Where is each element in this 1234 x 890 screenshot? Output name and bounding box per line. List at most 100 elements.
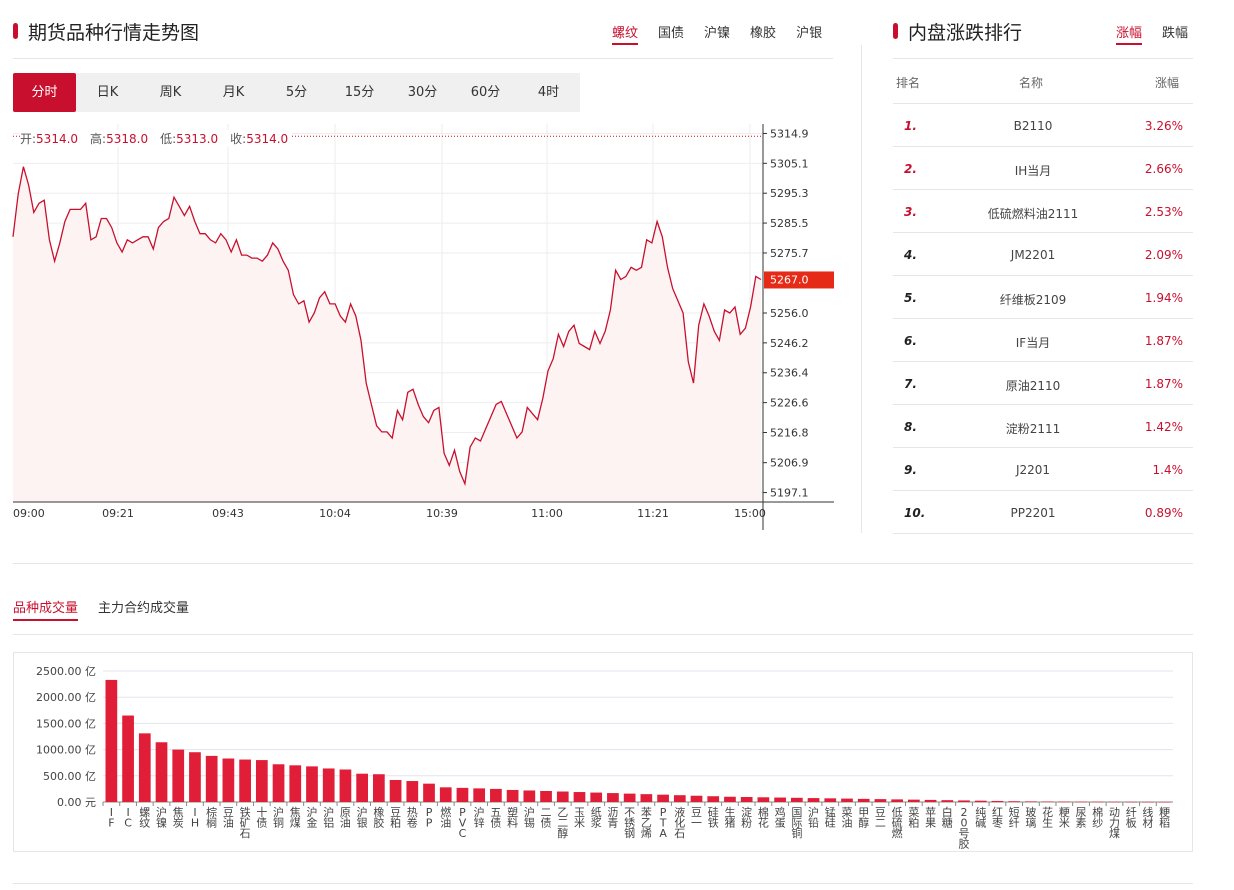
volume-bar xyxy=(941,800,954,802)
contract-name: IH当月 xyxy=(1014,164,1052,178)
volume-bar xyxy=(205,755,218,802)
volume-tab-0[interactable]: 品种成交量 xyxy=(13,597,79,621)
ranking-row[interactable]: 5. 纤维板2109 1.94% xyxy=(893,276,1193,319)
period-tab-7[interactable]: 60分 xyxy=(470,85,501,100)
volume-bar xyxy=(590,792,603,802)
category-label: 沪铝 xyxy=(323,805,334,830)
ranking-row[interactable]: 1. B2110 3.26% xyxy=(893,104,1193,147)
change-percent: 1.42% xyxy=(1144,420,1183,434)
ranking-row[interactable]: 3. 低硫燃料油2111 2.53% xyxy=(893,190,1193,233)
contract-name: 淀粉2111 xyxy=(1005,422,1061,436)
volume-bar xyxy=(540,790,552,802)
category-label: 硅铁 xyxy=(708,806,719,830)
volume-bar xyxy=(740,797,753,802)
volume-bar xyxy=(690,795,703,802)
period-tab-0[interactable]: 分时 xyxy=(13,73,76,112)
category-label: 白糖 xyxy=(942,805,953,830)
rank-number: 4. xyxy=(904,248,917,262)
volume-bar xyxy=(908,799,920,802)
change-percent: 1.94% xyxy=(1144,291,1183,305)
section-marker xyxy=(13,23,18,39)
period-tab-4[interactable]: 5分 xyxy=(285,85,308,100)
volume-bar xyxy=(824,798,837,802)
ohlc-readout: 开:5314.0 高:5318.0 低:5313.0 收:5314.0 xyxy=(20,130,293,147)
category-label: 苹果 xyxy=(925,805,936,830)
contract-name: 纤维板2109 xyxy=(999,293,1067,307)
trend-tab-3[interactable]: 橡胶 xyxy=(750,26,777,41)
ranking-row[interactable]: 8. 淀粉2111 1.42% xyxy=(893,405,1193,448)
ranking-row[interactable]: 6. IF当月 1.87% xyxy=(893,319,1193,362)
trend-tab-0[interactable]: 螺纹 xyxy=(612,22,639,45)
high-readout: 高:5318.0 xyxy=(90,132,149,146)
category-label: 纯碱 xyxy=(975,806,986,830)
ranking-row[interactable]: 10. PP2201 0.89% xyxy=(893,491,1193,534)
ranking-tab-1[interactable]: 跌幅 xyxy=(1162,26,1189,41)
period-tab-5[interactable]: 15分 xyxy=(344,85,375,100)
y-tick-label: 5236.4 xyxy=(770,367,809,380)
trend-tab-1[interactable]: 国债 xyxy=(658,26,685,41)
change-percent: 2.66% xyxy=(1144,162,1183,176)
ranking-row[interactable]: 4. JM2201 2.09% xyxy=(893,233,1193,276)
volume-tab-1[interactable]: 主力合约成交量 xyxy=(98,601,190,616)
category-label: 不锈钢 xyxy=(624,806,635,840)
ranking-row[interactable]: 2. IH当月 2.66% xyxy=(893,147,1193,190)
contract-name: J2201 xyxy=(1015,463,1051,477)
category-label: 豆一 xyxy=(691,806,702,830)
volume-bar xyxy=(105,679,118,802)
volume-bar xyxy=(607,793,619,802)
period-tab-8[interactable]: 4时 xyxy=(537,85,560,100)
x-tick-label: 10:39 xyxy=(426,507,458,520)
period-tab-2[interactable]: 周K xyxy=(159,85,182,100)
ranking-row[interactable]: 7. 原油2110 1.87% xyxy=(893,362,1193,405)
category-label: 玻璃 xyxy=(1025,806,1036,830)
trend-tab-4[interactable]: 沪银 xyxy=(796,26,823,41)
category-label: 豆二 xyxy=(875,806,886,830)
category-label: 玉米 xyxy=(574,806,585,830)
category-label: 粳米 xyxy=(1059,805,1070,830)
volume-bar xyxy=(1142,801,1154,803)
volume-bar xyxy=(306,766,318,802)
category-label: 棉花 xyxy=(758,805,769,830)
volume-bar xyxy=(239,759,251,802)
volume-bar-chart: 2500.00 亿 2000.00 亿 1500.00 亿 1000.00 亿 500.… xyxy=(36,665,1173,851)
volume-bar xyxy=(439,787,452,802)
category-label: 生猪 xyxy=(724,805,735,830)
x-tick-label: 11:00 xyxy=(531,507,563,520)
period-tab-6[interactable]: 30分 xyxy=(407,85,438,100)
rank-number: 6. xyxy=(904,334,917,348)
trend-tab-2[interactable]: 沪镍 xyxy=(704,26,731,41)
category-label: 燃油 xyxy=(440,805,451,830)
y-tick-label: 1500.00 亿 xyxy=(36,717,96,730)
category-label: 线材 xyxy=(1142,805,1153,830)
x-tick-label: 15:00 xyxy=(734,507,766,520)
rank-number: 8. xyxy=(904,420,917,434)
section-marker xyxy=(893,23,898,39)
volume-bar xyxy=(974,800,987,802)
change-percent: 1.87% xyxy=(1144,377,1183,391)
category-label: 甲醇 xyxy=(858,806,869,830)
category-label: 动力煤 xyxy=(1109,806,1120,840)
period-tab-1[interactable]: 日K xyxy=(96,85,119,100)
category-label: 花生 xyxy=(1042,806,1053,830)
period-tabs: 分时 日K 周K 月K 5分 15分 30分 60分 4时 xyxy=(13,73,580,112)
category-label: 沪锡 xyxy=(524,805,535,830)
category-label: 二债 xyxy=(541,806,552,830)
category-label: 纸浆 xyxy=(591,806,602,830)
rank-column-header: 排名 xyxy=(896,76,921,90)
category-label: 豆油 xyxy=(223,806,234,830)
volume-bar xyxy=(172,749,185,802)
y-tick-label: 0.00 元 xyxy=(57,796,96,809)
category-label: 塑料 xyxy=(507,805,518,830)
y-tick-label: 5226.6 xyxy=(770,397,809,410)
category-label: 铁矿石 xyxy=(240,806,251,840)
volume-bar xyxy=(573,792,586,802)
category-label: 菜粕 xyxy=(908,806,919,830)
rank-number: 5. xyxy=(904,291,917,305)
period-tab-3[interactable]: 月K xyxy=(222,85,245,100)
price-line xyxy=(12,166,762,487)
volume-bar xyxy=(389,779,402,802)
y-tick-label: 500.00 亿 xyxy=(43,770,96,783)
ranking-row[interactable]: 9. J2201 1.4% xyxy=(893,448,1193,491)
ranking-tab-0[interactable]: 涨幅 xyxy=(1116,22,1143,45)
